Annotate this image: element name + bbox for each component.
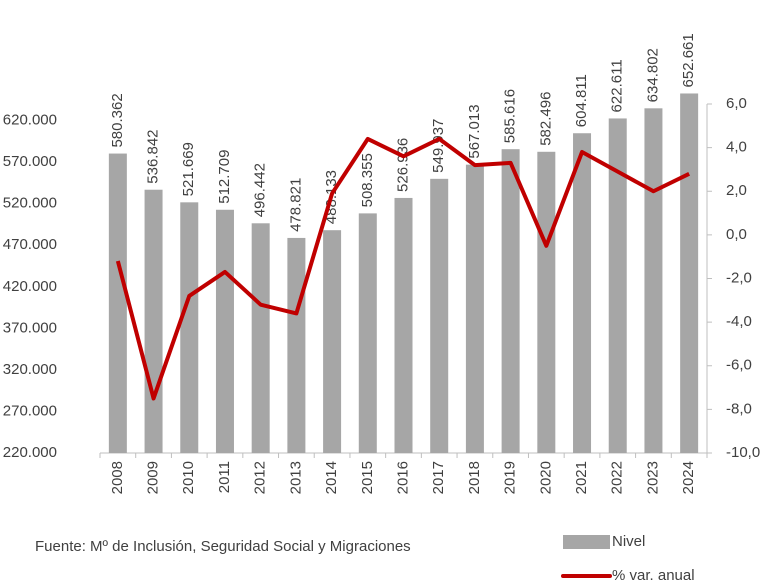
y2-tick-label: -6,0 — [726, 357, 752, 374]
bar-value-label: 549.937 — [430, 119, 447, 173]
source-note: Fuente: Mº de Inclusión, Seguridad Socia… — [35, 538, 411, 555]
x-tick-label: 2010 — [180, 461, 197, 494]
bar — [537, 151, 556, 453]
bar-value-label: 521.669 — [180, 142, 197, 196]
y2-tick-label: -10,0 — [726, 444, 760, 461]
bar — [215, 209, 234, 453]
bar — [358, 213, 377, 453]
bar — [573, 133, 592, 453]
bar-value-label: 634.802 — [644, 48, 661, 102]
bar — [251, 223, 270, 453]
bar — [144, 189, 163, 453]
bar-value-label: 512.709 — [216, 150, 233, 204]
x-tick-label: 2013 — [287, 461, 304, 494]
line — [115, 136, 691, 401]
legend-label: Nivel — [612, 533, 645, 550]
y2-tick-label: 0,0 — [726, 226, 747, 243]
x-tick-label: 2024 — [680, 461, 697, 494]
bar — [180, 202, 199, 453]
x-tick-label: 2014 — [323, 461, 340, 494]
x-tick-label: 2012 — [252, 461, 269, 494]
bar-value-label: 478.821 — [287, 178, 304, 232]
x-tick-label: 2019 — [502, 461, 519, 494]
y2-tick-label: 6,0 — [726, 95, 747, 112]
bar — [108, 153, 127, 453]
x-tick-label: 2008 — [109, 461, 126, 494]
y2-tick-label: -4,0 — [726, 313, 752, 330]
x-tick-label: 2009 — [145, 461, 162, 494]
bar-value-label: 580.362 — [109, 93, 126, 147]
x-tick-label: 2018 — [466, 461, 483, 494]
bar-value-label: 585.616 — [502, 89, 519, 143]
bar — [394, 197, 413, 453]
y-tick-label: 620.000 — [3, 112, 57, 129]
bar — [644, 108, 663, 454]
y-tick-label: 520.000 — [3, 195, 57, 212]
bar — [608, 118, 627, 453]
bar-value-label: 622.611 — [609, 59, 626, 112]
x-tick-label: 2017 — [430, 461, 447, 494]
x-tick-label: 2021 — [573, 461, 590, 494]
bar — [323, 230, 342, 453]
y-tick-label: 370.000 — [3, 319, 57, 336]
y-tick-label: 470.000 — [3, 236, 57, 253]
bar-value-label: 582.496 — [537, 92, 554, 146]
x-tick-label: 2015 — [359, 461, 376, 494]
bar — [287, 237, 306, 453]
y2-tick-label: 2,0 — [726, 182, 747, 199]
y2-tick-label: -2,0 — [726, 269, 752, 286]
x-tick-label: 2011 — [216, 461, 233, 493]
bar-value-label: 652.661 — [680, 33, 697, 87]
bar-value-label: 508.355 — [359, 153, 376, 207]
y2-tick-label: 4,0 — [726, 139, 747, 156]
x-tick-label: 2020 — [537, 461, 554, 494]
bar-value-label: 536.842 — [145, 129, 162, 183]
y-tick-label: 220.000 — [3, 444, 57, 461]
legend-swatch — [563, 535, 610, 549]
x-tick-label: 2022 — [609, 461, 626, 494]
bar-value-label: 604.811 — [573, 74, 590, 127]
legend-label: % var. anual — [612, 567, 695, 584]
y-tick-label: 320.000 — [3, 361, 57, 378]
bar-value-label: 526.936 — [394, 138, 411, 192]
x-tick-label: 2023 — [644, 461, 661, 494]
y-tick-label: 270.000 — [3, 402, 57, 419]
bar-value-label: 567.013 — [466, 104, 483, 158]
bar — [430, 178, 449, 453]
y-tick-label: 420.000 — [3, 278, 57, 295]
bar — [501, 149, 520, 453]
bar — [465, 164, 484, 453]
y-tick-label: 570.000 — [3, 153, 57, 170]
bar-value-label: 496.442 — [252, 163, 269, 217]
bar — [680, 93, 699, 453]
x-tick-label: 2016 — [394, 461, 411, 494]
y2-tick-label: -8,0 — [726, 400, 752, 417]
